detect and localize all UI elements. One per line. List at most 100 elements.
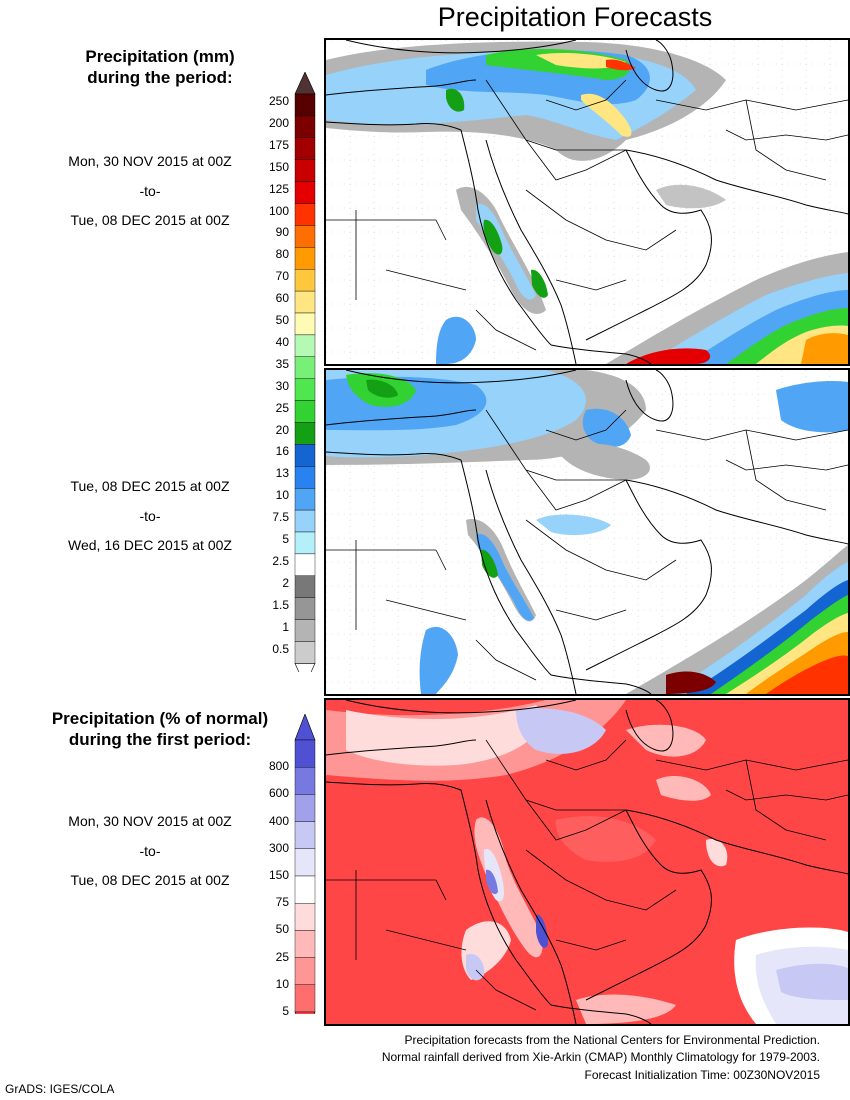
precip-area [656,184,726,209]
pct-colorbar-cell [294,821,316,849]
precip-colorbar-label: 20 [275,422,289,437]
precip-colorbar-cell [294,268,316,292]
precip-area [626,348,711,364]
period2-sep: -to- [139,508,161,524]
footer-line3: Forecast Initialization Time: 00Z30NOV20… [584,1068,820,1082]
coastline [625,40,674,92]
precip-colorbar-label: 10 [275,488,289,503]
precip-colorbar-cell [294,290,316,314]
precip-colorbar-label: 175 [268,137,289,152]
precip-area [555,816,656,862]
pct-legend-title-line1: Precipitation (% of normal) [51,709,269,728]
pct-colorbar-label: 400 [268,813,289,828]
precip-colorbar-cell [294,378,316,401]
pct-colorbar-cell [294,930,316,958]
precip-area [536,514,611,536]
precip-area [446,88,465,112]
period3-sep: -to- [139,843,161,859]
precip-colorbar-label: 70 [275,269,289,284]
precip-area [656,775,711,801]
pct-colorbar-label: 600 [268,786,289,801]
border-line [385,929,467,951]
footer-line2: Normal rainfall derived from Xie-Arkin (… [381,1050,820,1064]
precip-colorbar-cell [294,553,316,576]
precip-colorbar-label: 250 [268,94,289,108]
precip-area [486,869,498,895]
precip-area [476,534,534,621]
precip-colorbar-top-arrow [294,72,316,95]
precip-colorbar-cell [294,619,316,642]
pct-colorbar-cell [294,984,316,1013]
precip-colorbar-label: 125 [268,181,289,196]
precip-colorbar-cell [294,181,316,204]
pct-colorbar-cell [294,957,316,986]
precip-colorbar-cell [294,575,316,598]
map-panel-period2 [324,368,850,696]
pct-colorbar-cell [294,902,316,931]
coastline [550,1004,652,1024]
precip-colorbar-cell [294,225,316,248]
precip-colorbar-label: 200 [268,115,289,130]
pct-legend-title: Precipitation (% of normal) during the f… [20,708,300,750]
border-line [485,739,626,811]
coastline [550,344,652,364]
border-line [475,309,537,351]
period3-end: Tue, 08 DEC 2015 at 00Z [70,872,230,888]
precip-colorbar [294,72,316,672]
precip-colorbar-cell [294,641,316,664]
precip-area [576,994,676,1024]
precip-legend-title-line1: Precipitation (mm) [85,47,235,66]
coastline [326,121,462,131]
precip-legend-title-line2: during the period: [87,68,233,87]
coastline [625,370,674,422]
precip-colorbar-label: 7.5 [272,510,289,525]
grads-credit: GrADS: IGES/COLA [5,1082,115,1096]
coastline [550,674,652,694]
border-line [485,409,626,481]
coastline [625,700,674,752]
coastline [460,129,552,346]
precip-colorbar-cell [294,159,316,182]
coastline [460,459,552,676]
coastline [625,479,848,545]
period1-sep: -to- [139,183,161,199]
precip-colorbar-label: 50 [275,313,289,327]
pct-colorbar-cell [294,794,316,822]
pct-colorbar-cell [294,767,316,795]
map-panel-percent [324,698,850,1026]
precip-colorbar-label: 2.5 [272,553,289,568]
precip-area [706,839,728,867]
precip-area [484,849,504,902]
footer-line1: Precipitation forecasts from the Nationa… [404,1033,820,1047]
precip-map-period1 [326,40,848,364]
precip-area [366,379,398,398]
border-line [435,219,447,241]
border-line [555,609,627,621]
period2-start: Tue, 08 DEC 2015 at 00Z [70,478,230,494]
precip-area [766,655,848,694]
border-line [525,469,627,511]
border-line [525,519,677,581]
coastline [485,139,577,364]
precip-colorbar-label: 35 [275,356,289,371]
border-line [485,79,626,151]
precip-colorbar-cell [294,509,316,533]
coastline [585,149,712,341]
precip-colorbar-cell [294,597,316,620]
precip-colorbar-label: 0.5 [272,641,289,656]
coastline [326,79,477,96]
precip-colorbar-label: 25 [275,400,289,415]
precip-colorbar-cell [294,531,316,555]
pct-colorbar-label: 150 [268,868,289,882]
precip-colorbar-cell [294,115,316,139]
coastline [326,409,477,426]
coastline [485,799,577,1024]
precip-colorbar-label: 1 [282,619,289,634]
precip-area [531,269,548,298]
precip-colorbar-label: 80 [275,247,289,262]
period1-start: Mon, 30 NOV 2015 at 00Z [68,153,232,169]
precip-area [776,963,848,1000]
map-panel-period1 [324,38,850,366]
border-line [725,789,848,801]
precip-colorbar-cell [294,312,316,336]
